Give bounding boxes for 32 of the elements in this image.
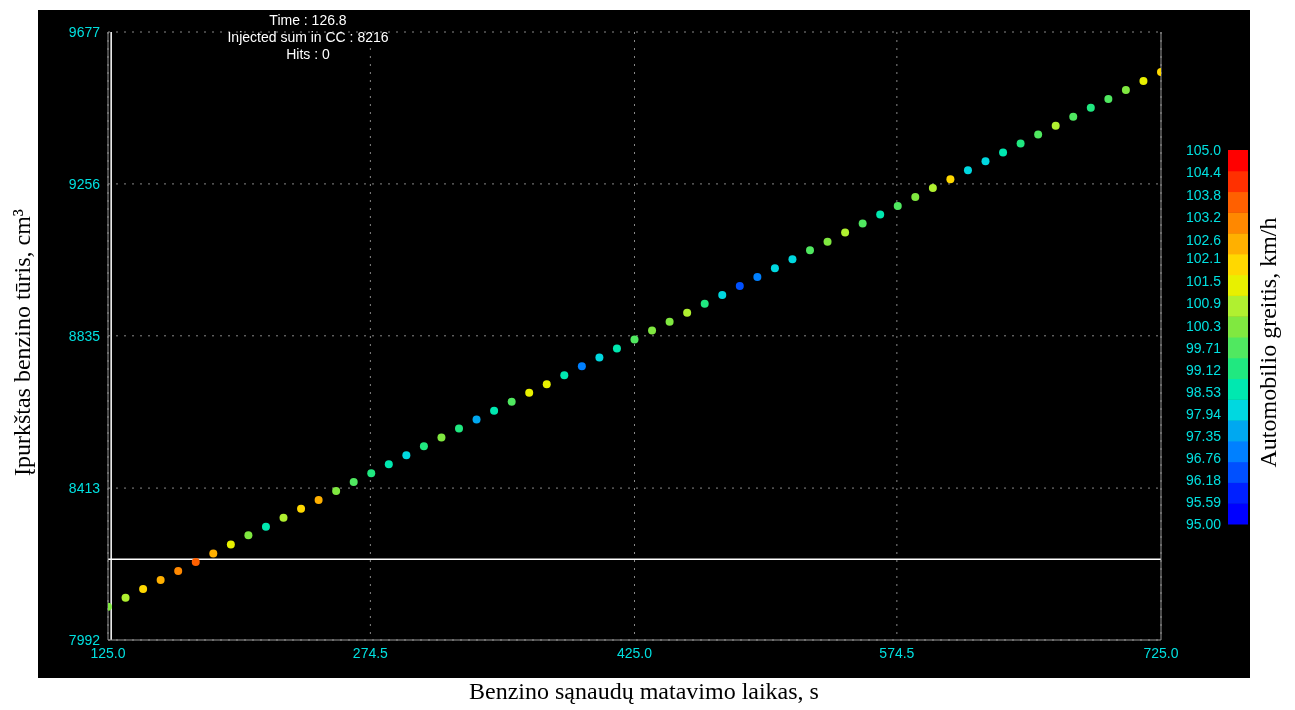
- color-bar-label: 95.00: [1185, 515, 1222, 532]
- annotation: Hits : 0: [285, 46, 331, 63]
- color-bar-label: 103.8: [1185, 186, 1222, 203]
- text: Time : 126.8: [268, 12, 348, 29]
- color-bar-label: 102.1: [1185, 250, 1222, 267]
- color-bar-label: 99.12: [1185, 361, 1222, 378]
- annotation: Injected sum in CC : 8216: [226, 29, 390, 46]
- color-bar-label: 100.9: [1185, 295, 1222, 312]
- color-bar-label: 105.0: [1185, 141, 1222, 158]
- y-tick-label: 8835: [68, 327, 101, 344]
- color-bar-label: 102.6: [1185, 231, 1222, 248]
- color-bar-label: 95.59: [1185, 493, 1222, 510]
- color-bar-label: 96.18: [1185, 471, 1222, 488]
- x-tick-label: 574.5: [879, 644, 915, 661]
- y-tick-label: 9677: [68, 23, 101, 40]
- color-bar-title: Automobilio greitis, km/h: [1254, 217, 1282, 467]
- x-tick-label: 274.5: [352, 644, 389, 661]
- y-tick-label: 8413: [68, 480, 101, 497]
- x-tick-label: 725.0: [1143, 644, 1179, 661]
- x-axis-title: Benzino sąnaudų matavimo laikas, s: [468, 678, 820, 705]
- color-bar-label: 101.5: [1185, 272, 1222, 289]
- color-bar-label: 96.76: [1185, 450, 1222, 467]
- color-bar-label: 103.2: [1185, 209, 1222, 226]
- color-bar-label: 97.35: [1185, 428, 1222, 445]
- y-tick-label: 9256: [68, 175, 101, 192]
- y-axis-title: Įpurkštas benzino tūris, cm³: [9, 208, 37, 476]
- color-bar-label: 97.94: [1185, 405, 1222, 422]
- color-bar-label: 98.53: [1185, 383, 1222, 400]
- color-bar-label: 104.4: [1185, 164, 1222, 181]
- color-bar-label: 100.3: [1185, 317, 1222, 334]
- x-tick-label: 425.0: [616, 644, 653, 661]
- color-bar-label: 99.71: [1185, 339, 1222, 356]
